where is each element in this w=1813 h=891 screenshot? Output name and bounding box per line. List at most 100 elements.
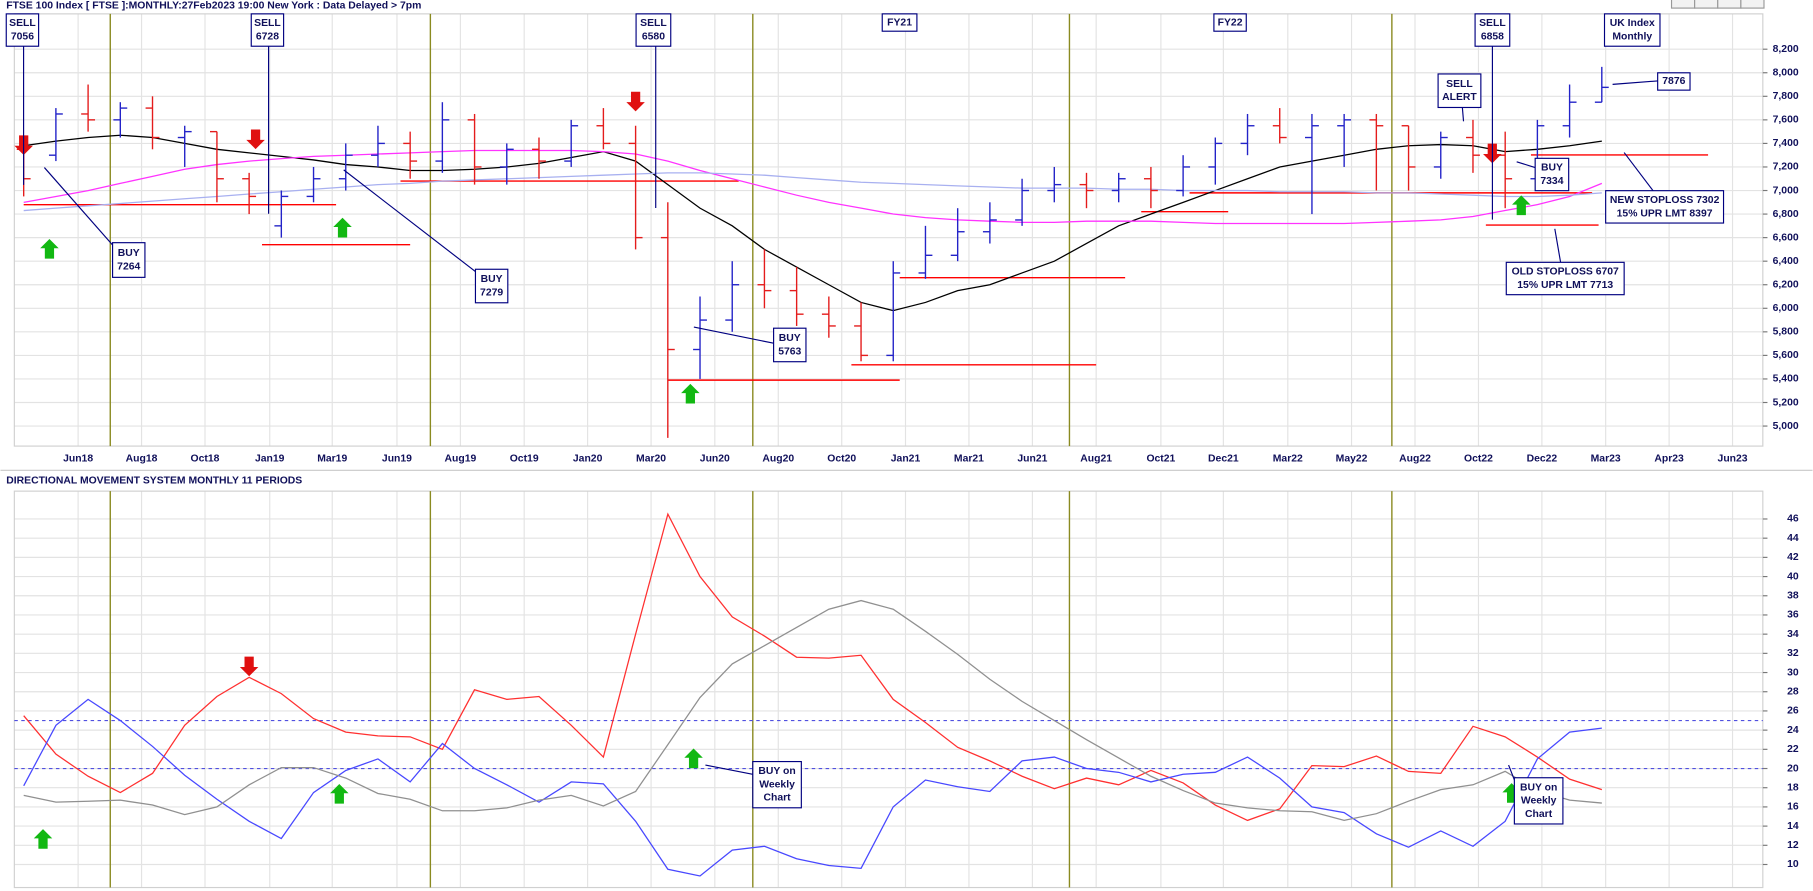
y-tick-label: 7,600 (1773, 115, 1799, 126)
annotation-text: SELL (9, 18, 36, 29)
annotation-box (773, 327, 807, 363)
x-tick-label: Aug20 (762, 454, 794, 465)
annotation-text: 7056 (11, 31, 34, 42)
annotation-text: SELL (1446, 79, 1473, 90)
series-line (23, 149, 1603, 225)
annotation-text: 15% UPR LMT 7713 (1517, 280, 1613, 291)
x-tick-label: Dec21 (1208, 454, 1239, 465)
lower-frame (13, 490, 1764, 889)
annotation-box (1513, 777, 1564, 825)
x-tick-label: Jan20 (573, 454, 603, 465)
annotation-text: Weekly (759, 779, 795, 790)
annotation-box (5, 13, 40, 47)
annotation-text: OLD STOPLOSS 6707 (1512, 267, 1619, 278)
annotation-text: 5763 (778, 346, 801, 357)
annotation-text: 7876 (1662, 76, 1685, 87)
leader-line (343, 169, 476, 273)
leader-line (1516, 161, 1536, 169)
x-tick-label: Jun21 (1017, 454, 1047, 465)
x-tick-label: Oct19 (510, 454, 539, 465)
buy-arrow (1512, 195, 1531, 216)
annotation-text: 15% UPR LMT 8397 (1617, 208, 1713, 219)
y-tick-label: 26 (1787, 706, 1799, 717)
annotation-text: 6858 (1481, 31, 1504, 42)
y-tick-label: 5,600 (1773, 350, 1799, 361)
y-tick-label: 22 (1787, 744, 1799, 755)
annotation-text: SELL (254, 18, 281, 29)
x-tick-label: Mar22 (1273, 454, 1303, 465)
annotation-text: 7279 (480, 287, 503, 298)
series-line (23, 172, 1602, 212)
annotation-box (1657, 72, 1691, 91)
y-tick-label: 8,200 (1773, 44, 1799, 55)
annotation-text: 7264 (117, 261, 140, 272)
y-tick-label: 5,000 (1773, 421, 1799, 432)
x-tick-label: Oct18 (191, 454, 220, 465)
x-tick-label: Oct20 (827, 454, 856, 465)
annotation-text: BUY (118, 248, 140, 259)
y-tick-label: 40 (1787, 571, 1799, 582)
annotation-text: Monthly (1612, 31, 1652, 42)
x-tick-label: Jun18 (63, 454, 93, 465)
annotation-box (1505, 261, 1625, 296)
leader-line (1554, 228, 1562, 263)
leader-line (43, 167, 114, 246)
y-tick-label: 6,400 (1773, 256, 1799, 267)
nav-buttons[interactable] (1670, 0, 1765, 9)
nav-next[interactable] (1717, 0, 1742, 9)
x-tick-label: Mar21 (954, 454, 984, 465)
y-tick-label: 18 (1787, 782, 1799, 793)
nav-prev[interactable] (1694, 0, 1719, 9)
annotation-text: SELL (1479, 18, 1506, 29)
annotation-box (1605, 190, 1725, 224)
y-tick-label: 6,200 (1773, 279, 1799, 290)
y-tick-label: 12 (1787, 840, 1799, 851)
leader-line (705, 764, 753, 775)
x-tick-label: Apr23 (1654, 454, 1684, 465)
x-tick-label: Dec22 (1527, 454, 1558, 465)
annotation-text: UK Index (1610, 18, 1655, 29)
y-tick-label: 5,400 (1773, 374, 1799, 385)
annotation-box (1437, 73, 1482, 109)
buy-arrow (33, 829, 53, 849)
y-tick-label: 34 (1787, 629, 1799, 640)
y-tick-label: 5,800 (1773, 327, 1799, 338)
annotation-text: Weekly (1521, 796, 1557, 807)
y-tick-label: 38 (1787, 591, 1799, 602)
y-tick-label: 10 (1787, 859, 1799, 870)
x-tick-label: May22 (1336, 454, 1368, 465)
x-tick-label: Aug18 (126, 454, 158, 465)
y-tick-label: 7,000 (1773, 185, 1799, 196)
leader-line (1461, 107, 1465, 122)
nav-last[interactable] (1740, 0, 1765, 9)
annotation-box (752, 760, 802, 809)
annotation-box (635, 13, 672, 47)
chart-title: DIRECTIONAL MOVEMENT SYSTEM MONTHLY 11 P… (6, 475, 302, 486)
y-tick-label: 6,600 (1773, 232, 1799, 243)
series-line (23, 698, 1602, 877)
y-tick-label: 30 (1787, 667, 1799, 678)
annotation-text: ALERT (1442, 92, 1477, 103)
annotation-text: SELL (640, 18, 667, 29)
buy-arrow (333, 217, 352, 238)
annotation-text: Chart (763, 793, 791, 804)
annotation-box (1534, 157, 1570, 192)
y-tick-label: 46 (1787, 514, 1799, 525)
x-tick-label: Aug19 (445, 454, 477, 465)
x-tick-label: Mar23 (1591, 454, 1621, 465)
y-tick-label: 36 (1787, 610, 1799, 621)
annotation-text: BUY on (1520, 782, 1557, 793)
annotation-box (474, 268, 509, 304)
x-tick-label: Oct22 (1464, 454, 1493, 465)
annotation-text: BUY on (758, 766, 795, 777)
annotation-text: 6580 (642, 31, 665, 42)
y-tick-label: 7,800 (1773, 91, 1799, 102)
nav-first[interactable] (1670, 0, 1696, 9)
annotation-text: NEW STOPLOSS 7302 (1610, 195, 1720, 206)
leader-line (693, 326, 774, 344)
y-tick-label: 42 (1787, 552, 1799, 563)
y-tick-label: 24 (1787, 725, 1799, 736)
y-tick-label: 32 (1787, 648, 1799, 659)
